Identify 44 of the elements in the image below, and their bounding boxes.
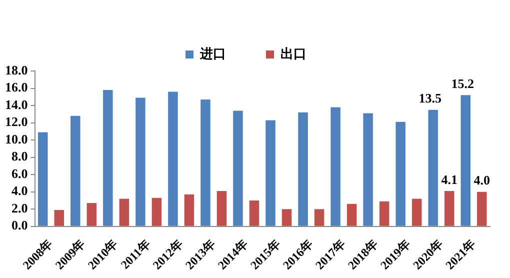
bar xyxy=(379,201,390,226)
bar xyxy=(38,132,48,226)
bar xyxy=(54,210,64,226)
y-tick-label: 8.0 xyxy=(12,148,28,164)
bar xyxy=(103,90,113,226)
bar xyxy=(428,110,438,226)
y-tick-label: 4.0 xyxy=(12,183,28,198)
y-tick-label: 12.0 xyxy=(5,114,28,130)
bar xyxy=(330,107,340,226)
bar xyxy=(412,198,422,226)
legend-label: 出口 xyxy=(280,46,306,61)
y-tick-label: 10.0 xyxy=(5,131,28,146)
bar xyxy=(152,198,162,226)
data-label: 13.5 xyxy=(418,90,442,106)
bar xyxy=(444,190,454,226)
bar xyxy=(282,209,292,226)
data-label: 15.2 xyxy=(451,76,474,92)
y-tick-label: 6.0 xyxy=(12,166,28,181)
y-tick-label: 16.0 xyxy=(5,80,28,95)
data-label: 4.0 xyxy=(474,172,490,188)
data-label: 4.1 xyxy=(441,172,458,187)
y-tick-label: 0.0 xyxy=(12,218,28,233)
bar xyxy=(119,198,130,226)
bar xyxy=(460,95,470,226)
bar xyxy=(314,209,324,226)
bar xyxy=(136,98,146,226)
y-tick-label: 2.0 xyxy=(12,200,28,216)
bar xyxy=(346,204,357,226)
y-tick-label: 14.0 xyxy=(5,96,28,112)
bar xyxy=(184,194,194,226)
bar xyxy=(363,113,373,226)
bar xyxy=(216,190,227,226)
bar xyxy=(70,116,80,226)
y-tick-label: 18.0 xyxy=(5,62,28,78)
bar xyxy=(200,99,210,226)
bar xyxy=(233,110,243,226)
bar xyxy=(168,92,178,226)
bar xyxy=(86,203,97,226)
bar xyxy=(249,200,260,226)
bar xyxy=(266,120,276,226)
bar xyxy=(476,192,487,226)
bar xyxy=(298,112,308,226)
legend-label: 进口 xyxy=(199,46,226,61)
bar xyxy=(396,122,406,226)
